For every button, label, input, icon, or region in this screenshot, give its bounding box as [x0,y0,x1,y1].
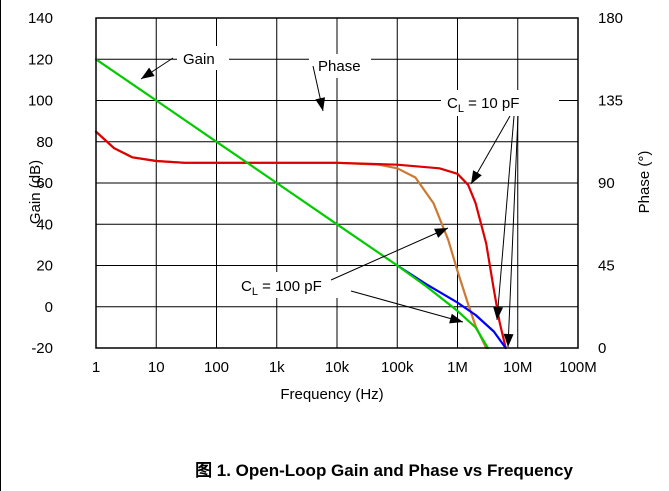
y-axis-right-title: Phase (°) [636,151,653,214]
annotation-arrowhead [141,67,155,79]
phase-curve-cl10 [94,130,507,350]
series-layer [94,58,507,350]
y-right-tick-label: 90 [598,175,615,192]
cl100-label: CL = 100 pF [241,278,322,298]
annotation-arrow-line [330,227,449,281]
annotation-arrowhead [503,333,514,347]
cl10-label-bg [441,90,559,116]
annotation-arrowhead [434,228,448,238]
cl10-label: CL = 10 pF [447,95,519,115]
cl100-label-bg [233,272,357,298]
x-tick-label: 100M [559,359,597,376]
x-tick-label: 10k [325,359,350,376]
annotation-arrowhead [471,170,482,184]
y-left-tick-label: -20 [31,340,53,357]
x-tick-label: 10 [148,359,165,376]
annotation-arrow-line [470,115,511,185]
y-left-tick-label: 120 [28,51,53,68]
plot-border [95,17,579,349]
annotations: Gain Phase CL = 10 pF CL = 100 pF [177,46,559,298]
x-tick-label: 1M [447,359,468,376]
y-axis-left-title: Gain (dB) [27,160,44,224]
x-tick-label: 100k [381,359,414,376]
x-tick-label: 1k [269,359,285,376]
annotation-arrowhead [493,306,504,320]
y-right-tick-label: 180 [598,10,623,27]
gain-label: Gain [183,51,215,68]
annotation-arrow-line [496,115,515,321]
cl10-label-c: C [447,95,458,112]
cl10-label-sub: L [458,103,464,115]
gain-curve [94,58,489,350]
ticks-layer: 1 10 100 1k 10k 100k 1M 10M 100M 140 120 100 80 60 40 2… [28,10,623,376]
y-left-tick-label: 40 [36,216,53,233]
cl100-label-sub: L [252,286,258,298]
y-left-tick-label: 140 [28,10,53,27]
annotation-arrows [140,57,519,348]
gain-label-bg [177,46,229,70]
y-right-tick-label: 135 [598,93,623,110]
phase-curve-cl100 [94,130,488,350]
annotation-arrowhead [315,97,326,111]
x-tick-label: 100 [204,359,229,376]
cl10-label-rest: = 10 pF [464,95,519,112]
gain-curve-cl10 [396,264,507,350]
phase-label-bg [309,54,371,78]
y-left-tick-label: 0 [45,299,53,316]
x-tick-label: 10M [503,359,532,376]
phase-label: Phase [318,58,361,75]
y-right-tick-label: 0 [598,340,606,357]
x-tick-label: 1 [92,359,100,376]
y-left-tick-label: 20 [36,258,53,275]
annotation-arrowhead [449,313,463,324]
annotation-arrow-line [350,290,464,323]
y-left-tick-label: 80 [36,134,53,151]
y-left-tick-label: 100 [28,93,53,110]
cl100-label-c: C [241,278,252,295]
figure-caption: 图 1. Open-Loop Gain and Phase vs Frequen… [195,461,573,480]
y-right-tick-label: 45 [598,258,615,275]
cl100-label-rest: = 100 pF [258,278,322,295]
annotation-arrow-line [507,115,519,348]
y-left-tick-label: 60 [36,175,53,192]
x-axis-title: Frequency (Hz) [280,386,383,403]
